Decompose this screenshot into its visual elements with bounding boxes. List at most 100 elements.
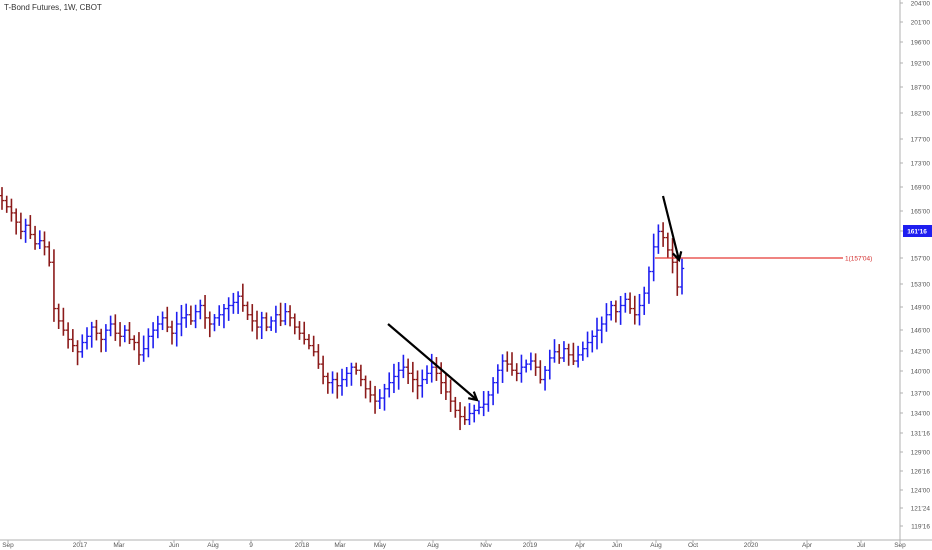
ohlc-bar bbox=[330, 371, 335, 394]
arrow-shaft bbox=[661, 195, 681, 261]
ohlc-bar bbox=[188, 305, 194, 325]
ohlc-bar bbox=[108, 315, 113, 337]
ohlc-bar bbox=[656, 224, 661, 254]
ohlc-bar bbox=[457, 402, 463, 431]
ohlc-bar bbox=[103, 324, 109, 352]
ohlc-bar bbox=[410, 361, 416, 393]
ohlc-bar bbox=[372, 385, 378, 414]
current-price-badge bbox=[903, 225, 932, 237]
y-tick-label: 119'16 bbox=[911, 524, 930, 531]
ohlc-bar bbox=[254, 310, 260, 340]
ohlc-bar bbox=[169, 320, 175, 345]
ohlc-bar bbox=[98, 328, 104, 353]
arrow-shaft bbox=[387, 323, 478, 401]
y-tick-label: 121'24 bbox=[911, 506, 931, 513]
y-tick-label: 196'00 bbox=[911, 40, 931, 47]
ohlc-bar bbox=[268, 316, 274, 331]
ohlc-bar bbox=[221, 303, 227, 329]
ohlc-bar bbox=[514, 363, 519, 382]
ohlc-bar bbox=[599, 316, 604, 344]
ohlc-bar bbox=[217, 305, 222, 326]
ohlc-bar bbox=[523, 359, 529, 373]
ohlc-bar bbox=[37, 230, 42, 250]
ohlc-bar bbox=[396, 362, 401, 390]
ohlc-bar bbox=[226, 297, 231, 321]
ohlc-bar bbox=[547, 349, 552, 380]
ohlc-bar bbox=[608, 300, 614, 321]
ohlc-bar bbox=[552, 339, 557, 363]
y-tick-label: 134'00 bbox=[911, 411, 931, 418]
y-tick-label: 177'00 bbox=[911, 137, 931, 144]
ohlc-bar bbox=[273, 305, 279, 333]
x-tick-label: Sep bbox=[2, 542, 14, 549]
ohlc-bar bbox=[377, 389, 382, 410]
current-price-label: 161'16 bbox=[907, 229, 927, 236]
ohlc-bar bbox=[122, 325, 127, 343]
ohlc-bar bbox=[358, 364, 364, 387]
ohlc-bar bbox=[146, 328, 151, 358]
ohlc-bar bbox=[42, 231, 47, 256]
ohlc-bar bbox=[127, 322, 132, 345]
ohlc-bar bbox=[566, 343, 571, 366]
y-tick-label: 149'00 bbox=[911, 305, 931, 312]
ohlc-bar bbox=[363, 375, 368, 399]
y-tick-label: 182'00 bbox=[911, 111, 931, 118]
ohlc-bar bbox=[391, 363, 397, 394]
ohlc-bar bbox=[325, 372, 331, 394]
ohlc-bar bbox=[594, 317, 600, 350]
ohlc-bar bbox=[580, 341, 586, 361]
ohlc-bar bbox=[557, 344, 562, 364]
ohlc-bar bbox=[675, 253, 680, 296]
x-tick-label: Mar bbox=[113, 542, 125, 549]
x-tick-label: Nov bbox=[480, 542, 492, 549]
ohlc-bar bbox=[405, 358, 411, 385]
ohlc-bar bbox=[89, 321, 94, 348]
ohlc-bar bbox=[472, 404, 477, 423]
y-tick-label: 126'16 bbox=[911, 469, 931, 476]
ohlc-bar bbox=[561, 341, 567, 362]
ohlc-bar bbox=[136, 332, 142, 365]
ohlc-bar bbox=[339, 368, 345, 396]
ohlc-bar bbox=[23, 218, 28, 243]
ohlc-bar bbox=[519, 354, 524, 383]
ohlc-bar bbox=[80, 334, 85, 358]
ohlc-bar bbox=[618, 295, 623, 325]
ohlc-bar bbox=[533, 353, 538, 376]
ohlc-bar bbox=[287, 305, 293, 327]
ohlc-bar bbox=[47, 241, 52, 267]
ohlc-bar bbox=[505, 351, 510, 372]
y-tick-label: 204'00 bbox=[911, 1, 931, 8]
x-tick-label: 2019 bbox=[523, 542, 538, 549]
ohlc-bar bbox=[212, 314, 217, 332]
ohlc-bar bbox=[627, 292, 633, 314]
y-tick-label: 124'00 bbox=[911, 488, 931, 495]
ohlc-bar bbox=[670, 238, 675, 274]
ohlc-bar bbox=[335, 372, 340, 399]
ohlc-bar bbox=[4, 195, 9, 213]
ohlc-bar bbox=[316, 344, 321, 369]
ohlc-bar bbox=[311, 335, 316, 357]
ohlc-bar bbox=[438, 362, 444, 395]
x-tick-label: Jun bbox=[169, 542, 180, 549]
ohlc-bar bbox=[382, 383, 387, 411]
ohlc-bar bbox=[231, 292, 236, 314]
ohlc-bar bbox=[75, 340, 80, 366]
ohlc-bar bbox=[613, 300, 619, 323]
ohlc-bar bbox=[28, 215, 33, 239]
ohlc-bar bbox=[623, 292, 628, 313]
ohlc-bar bbox=[18, 212, 24, 240]
ohlc-bar bbox=[349, 362, 354, 386]
ohlc-bar bbox=[70, 329, 76, 353]
y-tick-label: 201'00 bbox=[911, 20, 931, 27]
ohlc-bar bbox=[490, 377, 496, 406]
ohlc-bar bbox=[283, 303, 288, 326]
x-tick-label: Oct bbox=[688, 542, 698, 549]
arrow-decline-2018 bbox=[387, 323, 479, 402]
ohlc-bar bbox=[387, 372, 392, 398]
ohlc-bar bbox=[368, 380, 373, 403]
y-tick-label: 131'16 bbox=[911, 431, 931, 438]
ohlc-bar bbox=[509, 352, 515, 376]
y-tick-label: 140'00 bbox=[911, 369, 931, 376]
ohlc-bar bbox=[235, 291, 241, 314]
